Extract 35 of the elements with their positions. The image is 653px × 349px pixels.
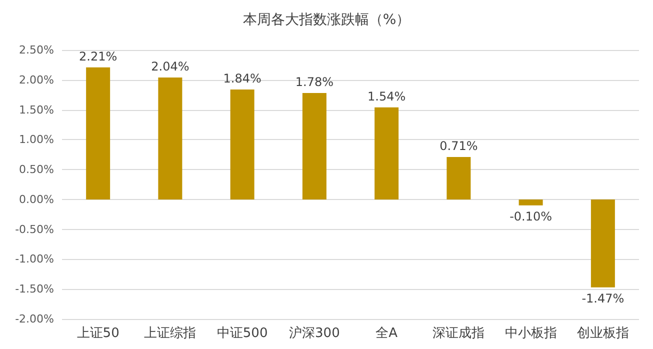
data-label: -0.10%	[510, 209, 552, 224]
data-label: -1.47%	[582, 291, 624, 306]
y-tick-label: -1.50%	[15, 282, 54, 296]
bar	[86, 67, 110, 200]
y-tick-label: 0.00%	[19, 192, 54, 206]
x-tick-label: 沪深300	[289, 325, 340, 341]
data-label: 1.78%	[295, 75, 334, 90]
data-label: 1.54%	[368, 89, 406, 104]
bar	[374, 107, 399, 200]
y-tick-label: 2.00%	[19, 73, 54, 86]
y-tick-label: -0.50%	[15, 222, 54, 236]
y-tick-label: 1.50%	[19, 103, 54, 116]
data-label: 2.04%	[151, 60, 190, 74]
x-tick-label: 中小板指	[504, 326, 557, 341]
x-tick-label: 上证50	[76, 326, 120, 341]
bar	[590, 199, 615, 288]
data-label: 2.21%	[79, 49, 118, 64]
y-tick-label: -1.00%	[15, 252, 54, 266]
x-tick-label: 创业板指	[576, 326, 629, 341]
bar	[230, 89, 254, 200]
x-tick-label: 深证成指	[432, 326, 485, 341]
bar	[158, 78, 182, 200]
x-tick-label: 中证500	[216, 326, 268, 341]
data-label: 1.84%	[223, 71, 262, 86]
y-tick-label: 0.50%	[19, 163, 54, 176]
bar	[446, 157, 471, 200]
x-tick-label: 全A	[376, 326, 398, 341]
y-tick-label: 1.00%	[19, 133, 54, 146]
chart-title: 本周各大指数涨跌幅（%）	[242, 12, 410, 28]
y-tick-label: 2.50%	[19, 44, 54, 56]
bar	[518, 199, 543, 206]
bar	[302, 93, 326, 200]
y-tick-label: -2.00%	[15, 312, 54, 326]
x-tick-label: 上证综指	[144, 326, 196, 341]
data-label: 0.71%	[440, 139, 478, 153]
